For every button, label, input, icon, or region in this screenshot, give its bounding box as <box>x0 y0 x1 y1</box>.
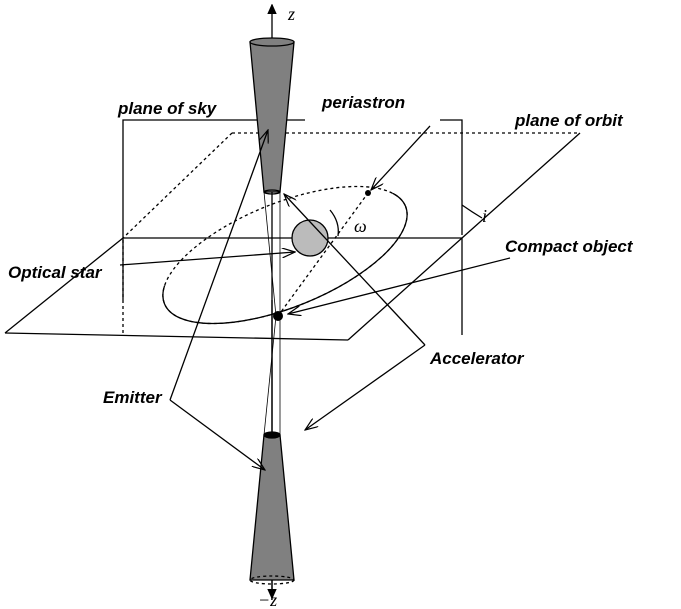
accelerator-label: Accelerator <box>429 349 525 368</box>
optical-star-label: Optical star <box>8 263 103 282</box>
omega-label: ω <box>354 216 367 236</box>
optical-star <box>291 219 329 257</box>
periastron-label: periastron <box>321 93 405 112</box>
inclination-label: i <box>482 206 487 226</box>
jet-cones <box>249 37 295 585</box>
plane-of-orbit-label: plane of orbit <box>514 111 624 130</box>
plane-of-sky-label: plane of sky <box>117 99 218 118</box>
compact-object <box>273 311 283 321</box>
compact-object-label: Compact object <box>505 237 634 256</box>
minus-z-label: −z <box>258 590 277 609</box>
omega-arc <box>329 209 339 237</box>
emitter-label: Emitter <box>103 388 163 407</box>
z-label: z <box>287 4 295 24</box>
apsides-line <box>277 192 369 317</box>
planes <box>4 119 581 341</box>
arrows <box>119 125 511 470</box>
periastron-point <box>365 190 371 196</box>
